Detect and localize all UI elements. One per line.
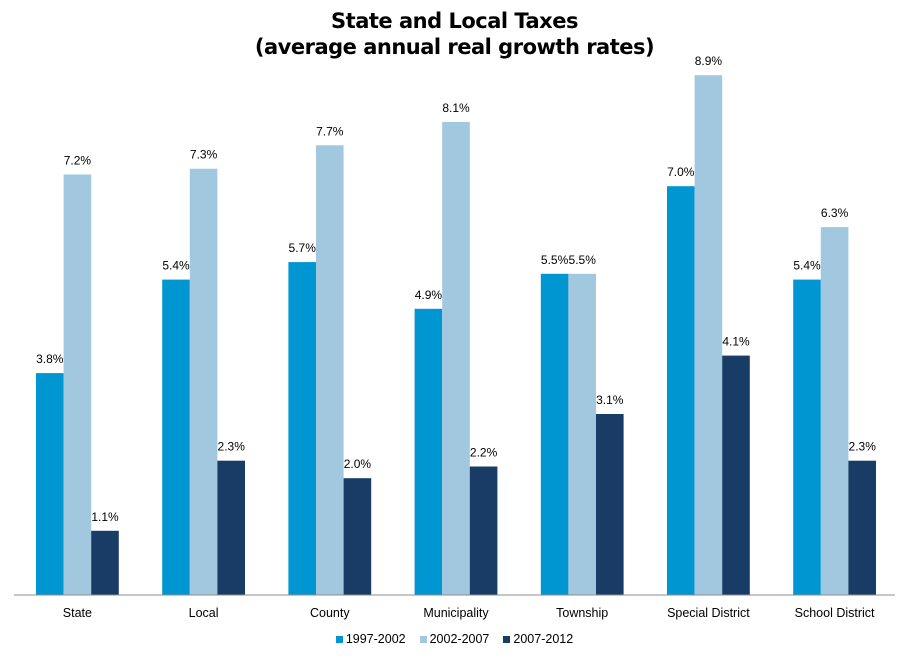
bar-state-2002-2007 [63, 174, 92, 595]
bar-school-district-2002-2007 [820, 227, 849, 595]
data-label: 5.5% [541, 253, 569, 267]
category-tick-label: Township [556, 606, 608, 620]
data-label: 7.0% [667, 165, 695, 179]
bars-layer [36, 75, 876, 596]
bar-municipality-2007-2012 [469, 466, 498, 595]
data-label: 5.5% [569, 253, 597, 267]
data-label: 7.2% [64, 154, 92, 168]
legend-label: 2007-2012 [513, 632, 574, 646]
legend-item: 2002-2007 [419, 632, 490, 646]
category-tick-label: State [63, 606, 92, 620]
chart-subtitle: (average annual real growth rates) [254, 35, 655, 59]
bar-municipality-2002-2007 [442, 122, 470, 595]
legend-item: 1997-2002 [335, 632, 406, 646]
value-labels-layer: 3.8% 7.2% 1.1% 5.4% 7.3% 2.3% 5.7% 7.7% 2.0% 4.9%… [36, 54, 876, 524]
data-label: 1.1% [91, 510, 119, 524]
bar-county-1997-2002 [288, 262, 316, 595]
data-label: 6.3% [821, 206, 849, 220]
data-label: 2.2% [470, 446, 498, 460]
bar-school-district-1997-2002 [793, 279, 821, 595]
bar-local-2007-2012 [217, 460, 245, 595]
chart-title-main: State and Local Taxes [331, 9, 578, 33]
data-label: 5.4% [162, 259, 190, 273]
bar-special-district-1997-2002 [667, 186, 695, 595]
data-label: 2.3% [218, 440, 246, 454]
bar-municipality-1997-2002 [414, 308, 443, 595]
bar-state-1997-2002 [36, 373, 64, 595]
data-label: 7.7% [316, 124, 344, 138]
data-label: 2.0% [344, 457, 372, 471]
legend-swatch [335, 635, 343, 643]
category-tick-label: County [310, 606, 350, 620]
category-tick-label: School District [795, 606, 875, 620]
data-label: 8.1% [442, 101, 470, 115]
category-labels-layer: State Local County Municipality Township Spec… [63, 606, 875, 620]
legend-swatch [503, 635, 511, 643]
bar-local-1997-2002 [162, 279, 190, 595]
legend-label: 2002-2007 [429, 632, 490, 646]
bar-township-2002-2007 [568, 273, 596, 595]
bar-special-district-2007-2012 [722, 355, 750, 595]
data-label: 3.8% [36, 352, 64, 366]
chart-title: State and Local Taxes (average annual re… [0, 8, 909, 60]
data-label: 3.1% [596, 393, 624, 407]
data-label: 7.3% [190, 148, 218, 162]
bar-township-2007-2012 [596, 414, 624, 595]
legend-swatch [419, 635, 427, 643]
bar-state-2007-2012 [91, 530, 119, 595]
bar-county-2002-2007 [316, 145, 344, 596]
data-label: 4.1% [722, 335, 750, 349]
data-label: 5.7% [289, 241, 317, 255]
legend-item: 2007-2012 [503, 632, 573, 646]
bar-special-district-2002-2007 [694, 75, 723, 595]
category-tick-label: Municipality [423, 606, 489, 620]
data-label: 2.3% [849, 440, 877, 454]
category-tick-label: Special District [667, 606, 750, 620]
category-tick-label: Local [189, 606, 219, 620]
bar-school-district-2007-2012 [848, 460, 876, 595]
data-label: 4.9% [415, 288, 443, 302]
bar-local-2002-2007 [189, 168, 218, 595]
data-label: 8.9% [695, 54, 723, 68]
legend-label: 1997-2002 [345, 632, 406, 646]
bar-county-2007-2012 [343, 478, 372, 595]
data-label: 5.4% [793, 259, 821, 273]
legend: 1997-2002 2002-2007 2007-2012 [0, 632, 909, 646]
bar-township-1997-2002 [540, 273, 569, 595]
